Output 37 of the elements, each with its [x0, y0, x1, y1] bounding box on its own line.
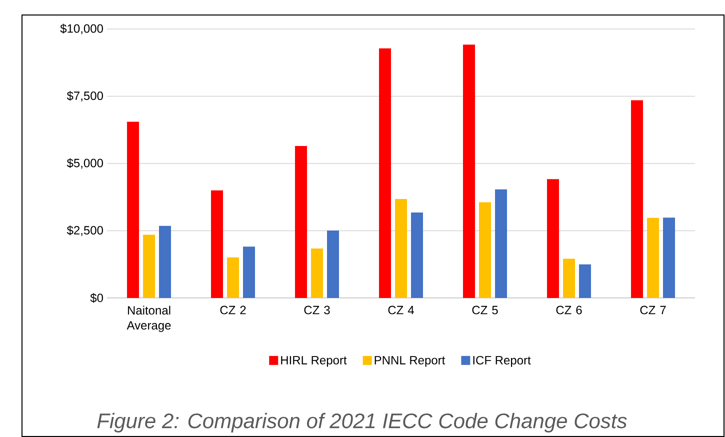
- legend-label: ICF Report: [473, 356, 531, 367]
- bar: [563, 258, 576, 298]
- legend-label: PNNL Report: [374, 356, 446, 367]
- bar: [243, 246, 256, 298]
- x-tick-label: CZ 3: [304, 306, 330, 314]
- legend-label: HIRL Report: [281, 356, 347, 367]
- y-tick-label: $7,500: [66, 91, 103, 102]
- bar: [411, 212, 424, 298]
- bar: [379, 48, 392, 298]
- bar: [327, 230, 339, 298]
- bar: [143, 234, 156, 298]
- caption: Figure 2: Comparison of 2021 IECC Code Change Costs: [97, 412, 627, 432]
- x-tick-label: CZ 6: [556, 306, 582, 314]
- y-tick-label: $10,000: [60, 24, 103, 34]
- x-tick-label: Naitonal Average: [126, 306, 171, 332]
- x-tick-label: CZ 7: [640, 306, 666, 314]
- bar: [663, 218, 676, 298]
- y-tick-label: $2,500: [66, 226, 103, 236]
- bar: [479, 202, 491, 298]
- bar: [295, 146, 308, 298]
- bar: [211, 190, 224, 298]
- bar: [495, 189, 508, 298]
- bar: [579, 264, 592, 298]
- bar: [395, 199, 408, 298]
- bar: [463, 44, 476, 298]
- bar: [159, 226, 172, 298]
- x-tick-label: CZ 4: [388, 306, 414, 314]
- bar: [311, 248, 324, 298]
- bar: [227, 257, 240, 298]
- bar: [547, 179, 560, 298]
- bar: [647, 218, 660, 298]
- y-tick-label: $5,000: [66, 158, 103, 169]
- bar: [127, 122, 139, 298]
- y-tick-label: $0: [90, 293, 104, 303]
- bar: [631, 100, 644, 298]
- x-tick-label: CZ 5: [472, 306, 498, 314]
- x-tick-label: CZ 2: [220, 306, 246, 314]
